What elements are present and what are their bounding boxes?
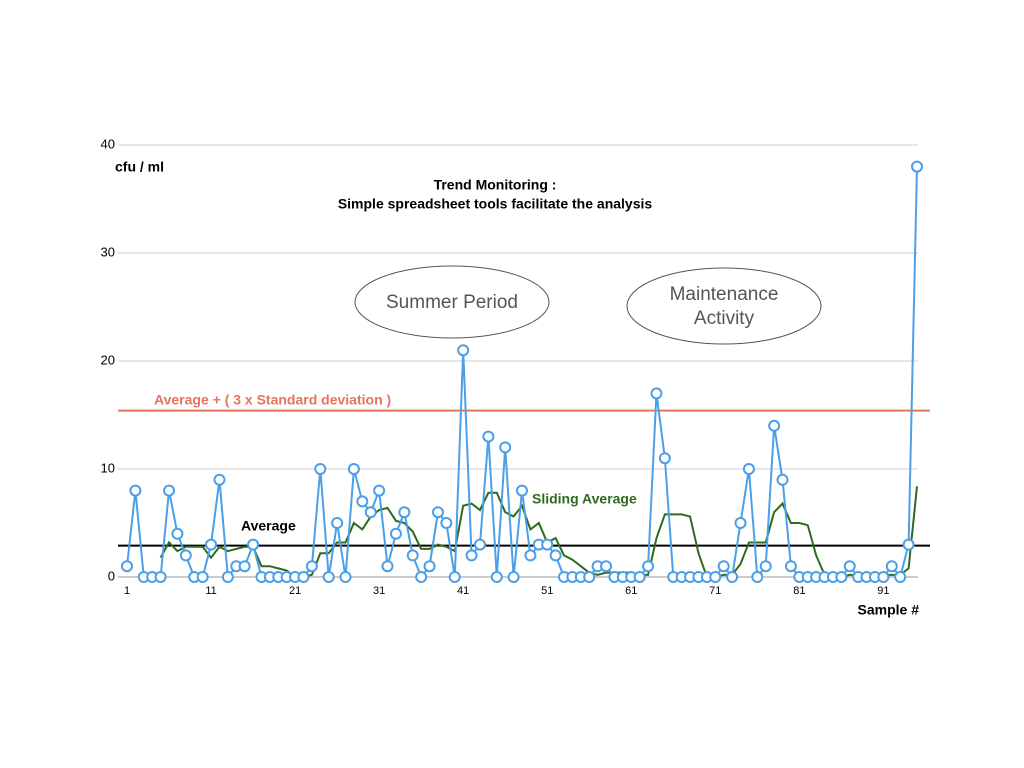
data-point (247, 538, 260, 551)
data-point (389, 527, 402, 540)
data-point (658, 452, 671, 465)
data-point (642, 560, 655, 573)
y-axis-label: cfu / ml (115, 159, 164, 175)
annotation-ellipse (354, 265, 550, 339)
data-point (507, 571, 520, 583)
data-point (465, 549, 478, 562)
series-label: Sliding Average (532, 491, 637, 507)
reference-label: Average (241, 518, 296, 534)
data-point (516, 484, 528, 497)
x-tick-label: 11 (205, 585, 216, 597)
y-tick-label: 20 (101, 352, 115, 367)
data-point (709, 571, 722, 583)
reference-label: Average + ( 3 x Standard deviation ) (154, 392, 391, 408)
x-tick-label: 21 (289, 585, 301, 597)
data-point (322, 571, 335, 583)
data-point (221, 571, 234, 583)
data-point (600, 560, 613, 573)
data-point (717, 560, 730, 573)
data-point (650, 387, 663, 400)
data-point (121, 560, 133, 573)
data-point (751, 571, 764, 583)
annotation-ellipse (626, 267, 822, 345)
data-point (205, 538, 218, 551)
series-line (126, 166, 918, 580)
x-tick-label: 31 (373, 585, 385, 597)
data-point (499, 441, 512, 454)
annotation: Maintenance (670, 284, 779, 305)
x-tick-label: 91 (877, 585, 889, 597)
data-point (633, 571, 646, 583)
data-point (238, 560, 251, 573)
data-point (835, 571, 848, 583)
data-point (843, 560, 856, 573)
annotation: Summer Period (386, 292, 518, 313)
data-point (314, 463, 327, 475)
data-point (179, 549, 192, 562)
data-point (877, 571, 890, 583)
data-point (490, 571, 503, 583)
data-point (902, 538, 915, 551)
x-tick-label: 61 (625, 585, 637, 597)
data-point (583, 571, 596, 583)
data-point (196, 571, 209, 583)
data-point (894, 571, 907, 583)
x-tick-label: 51 (541, 585, 553, 597)
data-point (911, 160, 923, 173)
data-point (347, 463, 360, 475)
data-point (734, 517, 747, 529)
data-point (457, 344, 470, 357)
data-point (213, 473, 226, 486)
data-point (473, 538, 486, 551)
data-point (742, 463, 755, 475)
data-point (297, 571, 310, 583)
x-tick-label: 71 (709, 585, 721, 597)
data-point (415, 571, 428, 583)
x-axis-label: Sample # (858, 602, 920, 618)
data-point (163, 484, 176, 497)
data-point (423, 560, 436, 573)
x-tick-label: 41 (457, 585, 469, 597)
data-point (726, 571, 739, 583)
data-point (356, 495, 369, 508)
series-line (159, 486, 918, 578)
annotation: Activity (694, 308, 755, 329)
data-point (431, 506, 444, 519)
data-point (373, 484, 386, 497)
data-point (768, 419, 781, 432)
data-point (339, 571, 352, 583)
data-point (381, 560, 394, 573)
data-point (759, 560, 772, 573)
data-point (305, 560, 318, 573)
x-tick-label: 81 (793, 585, 805, 597)
data-point (549, 549, 562, 562)
data-point (482, 430, 495, 443)
y-tick-label: 10 (101, 460, 115, 475)
data-point (776, 473, 789, 486)
data-point (364, 506, 377, 519)
data-point (784, 560, 797, 573)
chart-title: Trend Monitoring : (434, 177, 557, 193)
data-point (406, 549, 419, 562)
chart-subtitle: Simple spreadsheet tools facilitate the … (338, 196, 653, 212)
data-point (398, 506, 411, 519)
x-tick-label: 1 (124, 585, 130, 597)
data-point (331, 517, 344, 529)
data-point (885, 560, 898, 573)
data-point (541, 538, 554, 551)
data-point (129, 484, 142, 497)
data-point (440, 517, 453, 529)
data-point (524, 549, 537, 562)
data-point (448, 571, 461, 583)
y-tick-label: 40 (101, 136, 115, 151)
y-tick-label: 30 (101, 244, 115, 259)
data-point (171, 527, 184, 540)
data-point (154, 571, 167, 583)
y-tick-label: 0 (108, 568, 115, 583)
